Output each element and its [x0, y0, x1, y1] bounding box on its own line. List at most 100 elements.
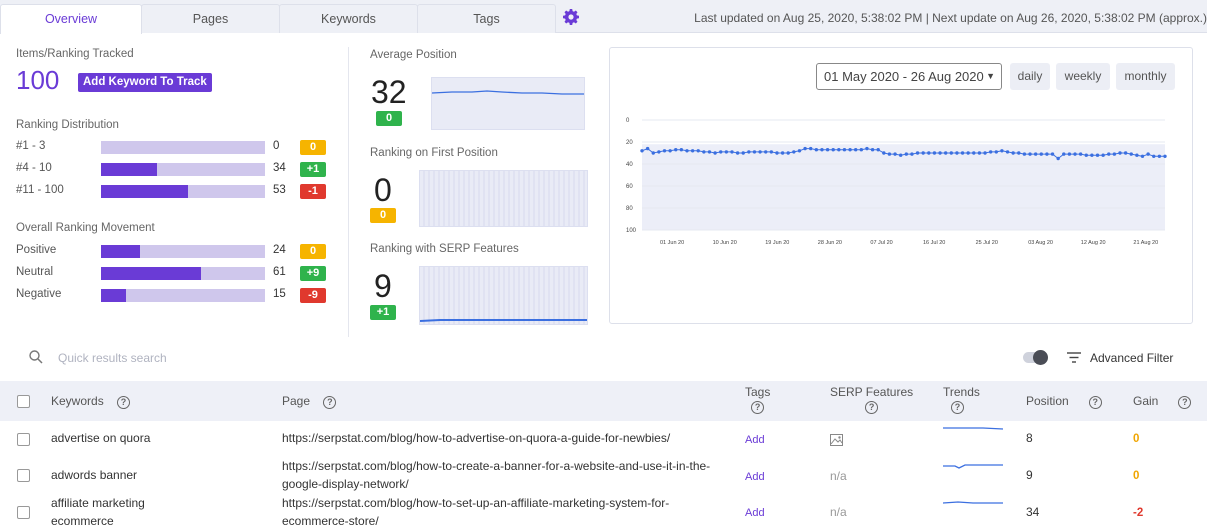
data-point[interactable]	[972, 151, 976, 155]
data-point[interactable]	[769, 150, 774, 154]
data-point[interactable]	[690, 149, 695, 153]
data-point[interactable]	[640, 149, 644, 153]
data-point[interactable]	[696, 149, 700, 153]
help-icon[interactable]: ?	[117, 396, 131, 409]
monthly-button[interactable]: monthly	[1116, 63, 1175, 90]
data-point[interactable]	[853, 148, 858, 152]
data-point[interactable]	[713, 151, 717, 155]
filter-toggle[interactable]	[1023, 350, 1048, 365]
data-point[interactable]	[977, 151, 982, 155]
data-point[interactable]	[707, 150, 712, 154]
data-point[interactable]	[859, 148, 864, 152]
advanced-filter-button[interactable]: Advanced Filter	[1090, 351, 1174, 365]
data-point[interactable]	[1033, 152, 1038, 156]
data-point[interactable]	[1067, 152, 1072, 156]
data-point[interactable]	[876, 148, 880, 152]
data-point[interactable]	[1146, 152, 1150, 156]
data-point[interactable]	[1000, 149, 1004, 153]
data-point[interactable]	[1129, 152, 1133, 156]
data-point[interactable]	[775, 151, 779, 155]
gear-icon[interactable]	[563, 9, 579, 25]
add-tag-link[interactable]: Add	[745, 434, 765, 446]
data-point[interactable]	[938, 151, 942, 155]
data-point[interactable]	[730, 150, 734, 154]
col-trends[interactable]: Trends?	[943, 385, 980, 414]
data-point[interactable]	[1078, 152, 1083, 156]
data-point[interactable]	[848, 148, 852, 152]
data-point[interactable]	[752, 150, 757, 154]
col-keywords[interactable]: Keywords ?	[51, 394, 131, 409]
tab-keywords[interactable]: Keywords	[279, 4, 418, 33]
row-checkbox[interactable]	[17, 433, 30, 446]
help-icon[interactable]: ?	[323, 396, 337, 409]
data-point[interactable]	[1028, 152, 1032, 156]
data-point[interactable]	[747, 150, 751, 154]
data-point[interactable]	[921, 151, 925, 155]
data-point[interactable]	[758, 150, 762, 154]
data-point[interactable]	[893, 152, 897, 156]
data-point[interactable]	[1157, 154, 1162, 158]
col-position[interactable]: Position ?	[1026, 394, 1102, 409]
data-point[interactable]	[803, 146, 807, 151]
data-point[interactable]	[1017, 151, 1021, 155]
tab-overview[interactable]: Overview	[0, 4, 142, 34]
add-tag-link[interactable]: Add	[745, 471, 765, 483]
data-point[interactable]	[949, 151, 954, 155]
data-point[interactable]	[887, 152, 892, 156]
page-url-link[interactable]: https://serpstat.com/blog/how-to-set-up-…	[282, 496, 670, 528]
data-point[interactable]	[1090, 153, 1094, 157]
data-point[interactable]	[719, 150, 723, 154]
data-point[interactable]	[651, 151, 655, 155]
data-point[interactable]	[1005, 150, 1010, 154]
data-point[interactable]	[685, 149, 689, 153]
data-point[interactable]	[820, 148, 824, 152]
filter-icon[interactable]	[1067, 352, 1081, 363]
data-point[interactable]	[983, 151, 987, 155]
data-point[interactable]	[735, 151, 740, 155]
page-url-link[interactable]: https://serpstat.com/blog/how-to-adverti…	[282, 431, 671, 445]
data-point[interactable]	[668, 149, 672, 153]
col-tags[interactable]: Tags?	[745, 385, 770, 414]
data-point[interactable]	[741, 151, 745, 155]
data-point[interactable]	[960, 151, 965, 155]
data-point[interactable]	[1050, 152, 1055, 156]
page-url-link[interactable]: https://serpstat.com/blog/how-to-create-…	[282, 459, 711, 491]
data-point[interactable]	[1022, 152, 1027, 156]
data-point[interactable]	[966, 151, 970, 155]
data-point[interactable]	[1039, 152, 1043, 156]
data-point[interactable]	[764, 150, 768, 154]
data-point[interactable]	[1152, 154, 1156, 158]
data-point[interactable]	[814, 148, 819, 152]
help-icon[interactable]: ?	[865, 401, 879, 414]
col-serp[interactable]: SERP Features?	[830, 385, 913, 414]
data-point[interactable]	[792, 150, 796, 154]
help-icon[interactable]: ?	[951, 401, 964, 414]
data-point[interactable]	[809, 146, 813, 151]
data-point[interactable]	[865, 146, 869, 151]
data-point[interactable]	[1045, 152, 1049, 156]
data-point[interactable]	[797, 149, 802, 153]
add-tag-link[interactable]: Add	[745, 507, 765, 519]
search-input[interactable]	[58, 349, 358, 367]
col-gain[interactable]: Gain ?	[1133, 394, 1192, 409]
data-point[interactable]	[645, 146, 650, 151]
data-point[interactable]	[1062, 152, 1066, 156]
data-point[interactable]	[1084, 153, 1088, 157]
data-point[interactable]	[955, 151, 959, 155]
help-icon[interactable]: ?	[1178, 396, 1192, 409]
data-point[interactable]	[1118, 151, 1122, 155]
data-point[interactable]	[1135, 153, 1139, 157]
data-point[interactable]	[724, 150, 729, 154]
data-point[interactable]	[1073, 152, 1077, 156]
data-point[interactable]	[1095, 153, 1100, 157]
data-point[interactable]	[904, 152, 909, 156]
data-point[interactable]	[915, 151, 920, 155]
data-point[interactable]	[943, 151, 948, 155]
col-page[interactable]: Page ?	[282, 394, 337, 409]
weekly-button[interactable]: weekly	[1056, 63, 1110, 90]
data-point[interactable]	[1123, 151, 1128, 155]
data-point[interactable]	[831, 148, 835, 152]
data-point[interactable]	[1112, 152, 1117, 156]
data-point[interactable]	[898, 153, 903, 157]
data-point[interactable]	[1140, 154, 1145, 158]
